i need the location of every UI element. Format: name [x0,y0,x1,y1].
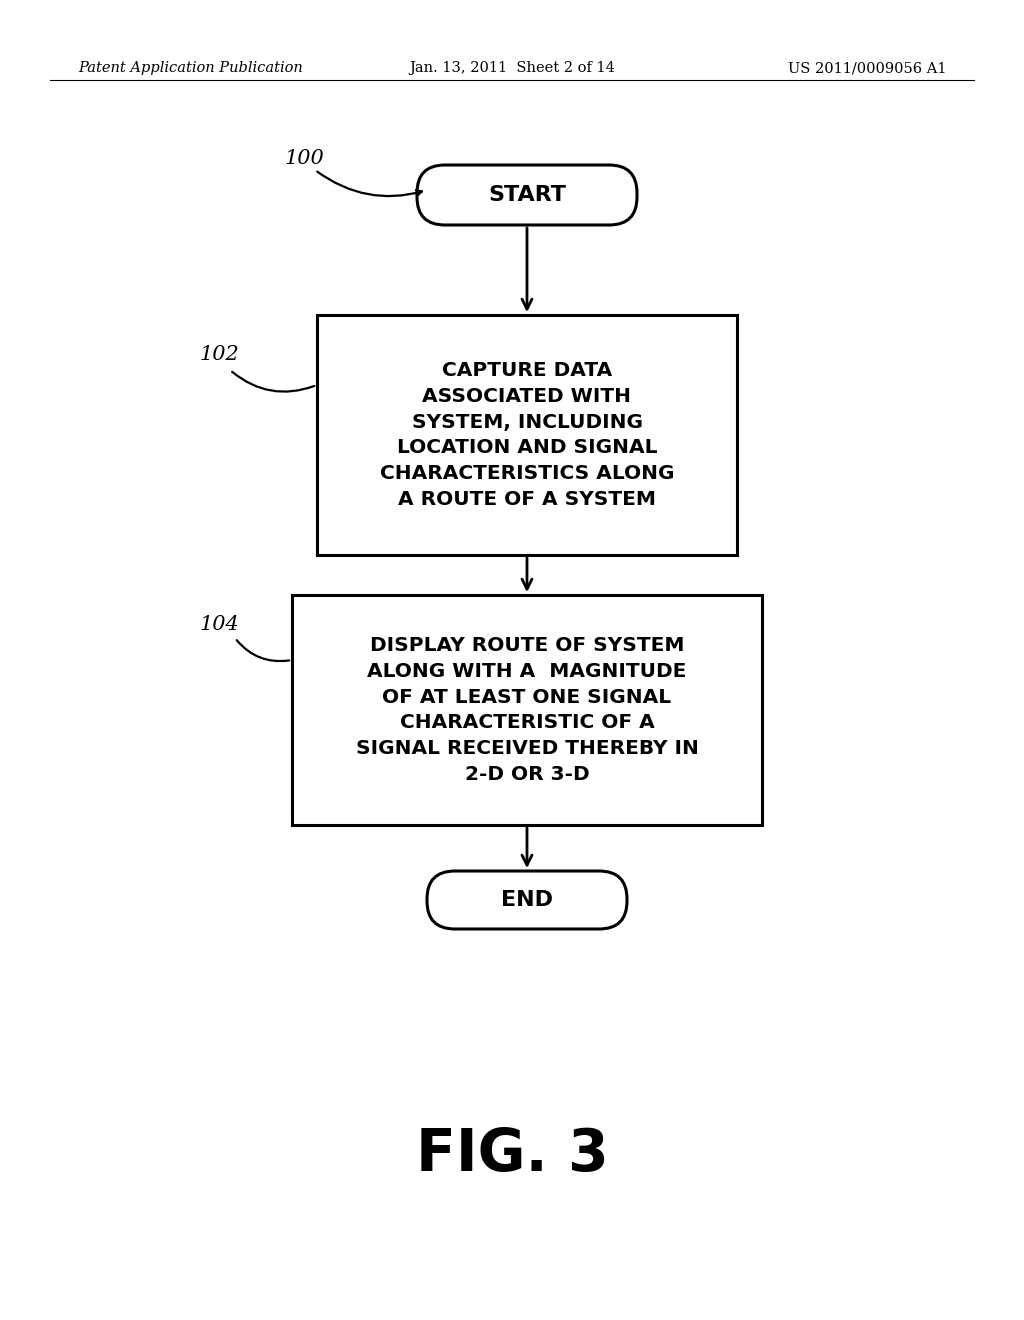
Text: 100: 100 [285,149,325,168]
Text: START: START [488,185,566,205]
Text: 102: 102 [200,346,240,364]
Text: 104: 104 [200,615,240,635]
Bar [317,315,737,554]
Text: Jan. 13, 2011  Sheet 2 of 14: Jan. 13, 2011 Sheet 2 of 14 [409,61,615,75]
FancyBboxPatch shape [417,165,637,224]
Bar [292,595,762,825]
Text: CAPTURE DATA
ASSOCIATED WITH
SYSTEM, INCLUDING
LOCATION AND SIGNAL
CHARACTERISTI: CAPTURE DATA ASSOCIATED WITH SYSTEM, INC… [380,362,674,510]
Text: Patent Application Publication: Patent Application Publication [78,61,303,75]
FancyBboxPatch shape [427,871,627,929]
Text: DISPLAY ROUTE OF SYSTEM
ALONG WITH A  MAGNITUDE
OF AT LEAST ONE SIGNAL
CHARACTER: DISPLAY ROUTE OF SYSTEM ALONG WITH A MAG… [355,636,698,784]
Text: FIG. 3: FIG. 3 [416,1126,608,1184]
Text: END: END [501,890,553,909]
Text: US 2011/0009056 A1: US 2011/0009056 A1 [787,61,946,75]
